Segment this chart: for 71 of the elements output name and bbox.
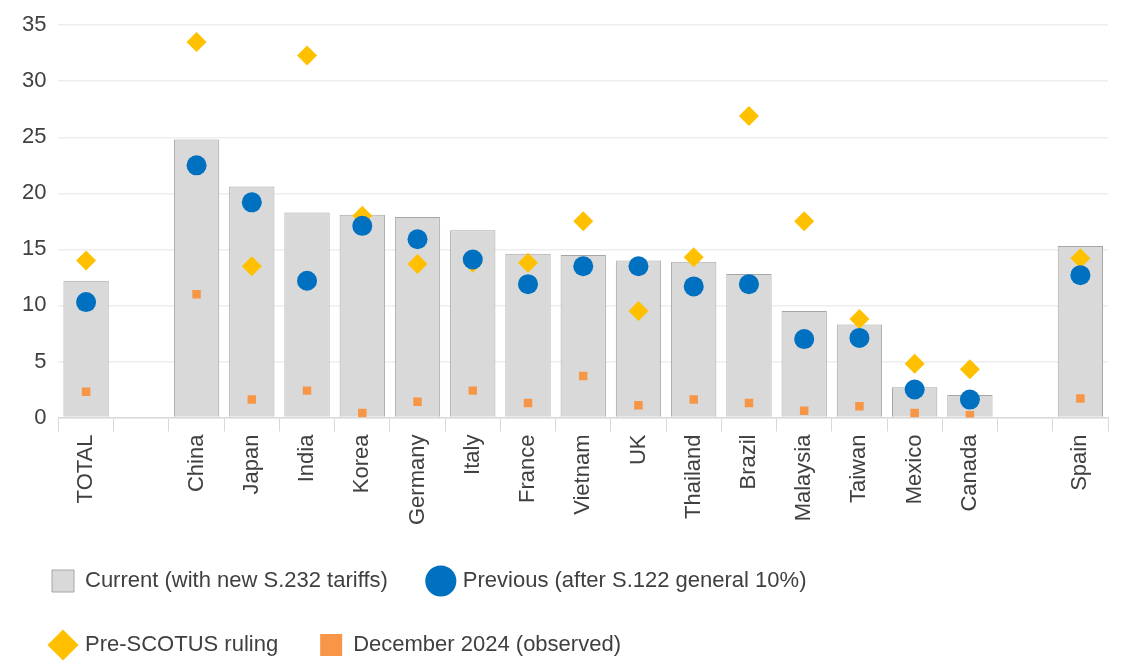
x-tick-label: India [293,433,319,483]
point [247,395,257,404]
x-tick-label: China [182,433,208,493]
legend-label: Previous (after S.122 general 10%) [462,567,807,593]
x-tick-label: Vietnam [569,434,595,515]
point [241,256,262,277]
y-tick-label: 10 [21,291,47,317]
point [904,353,925,374]
point [186,32,207,53]
point [959,359,980,380]
x-tick-label: Korea [348,433,374,494]
point [794,211,815,232]
point [468,386,477,395]
point [76,250,97,271]
y-tick-label: 35 [21,11,47,37]
y-tick-label: 5 [34,347,47,373]
point [849,327,870,348]
x-tick-label: Canada [955,433,981,512]
legend-label: December 2024 (observed) [353,631,621,657]
point [297,270,318,291]
point [855,402,864,411]
point [628,256,649,277]
point [1076,394,1085,403]
x-tick-label: Malaysia [790,433,816,522]
point [904,379,925,400]
point [910,408,919,418]
x-tick-label: France [514,434,540,504]
x-tick-label: UK [624,434,650,466]
point [407,229,428,250]
y-tick-label: 15 [21,235,47,261]
legend-label: Pre-SCOTUS ruling [85,631,279,657]
point [186,155,207,176]
point [738,274,759,295]
x-tick-label: Spain [1066,434,1092,491]
point [573,211,594,232]
point [634,400,643,410]
y-tick-label: 25 [21,123,47,149]
point [683,247,704,268]
point [518,252,538,273]
point [413,397,422,407]
point [628,301,649,322]
point [302,386,312,395]
x-tick-label: Germany [403,434,429,526]
point [358,408,367,418]
point [959,389,980,410]
point [1070,265,1091,286]
point [683,276,704,297]
x-tick-label: TOTAL [72,434,98,504]
x-tick-label: Japan [237,434,263,495]
point [192,289,201,299]
x-tick-label: Taiwan [845,434,871,504]
y-tick-label: 0 [34,403,47,429]
point [1070,248,1091,269]
x-tick-label: Thailand [679,434,705,519]
x-tick-label: Mexico [900,434,926,505]
y-tick-label: 30 [21,67,47,93]
legend-label: Current (with new S.232 tariffs) [85,567,388,593]
point [689,395,698,404]
point [241,192,262,213]
point [297,45,318,66]
point [518,274,538,295]
point [794,329,815,350]
point [76,292,97,313]
x-tick-label: Italy [458,434,484,475]
point [352,215,373,236]
point [573,256,594,277]
point [849,308,870,329]
y-tick-label: 20 [21,179,47,205]
point [407,253,428,274]
point [738,106,759,126]
x-tick-label: Brazil [735,434,761,490]
